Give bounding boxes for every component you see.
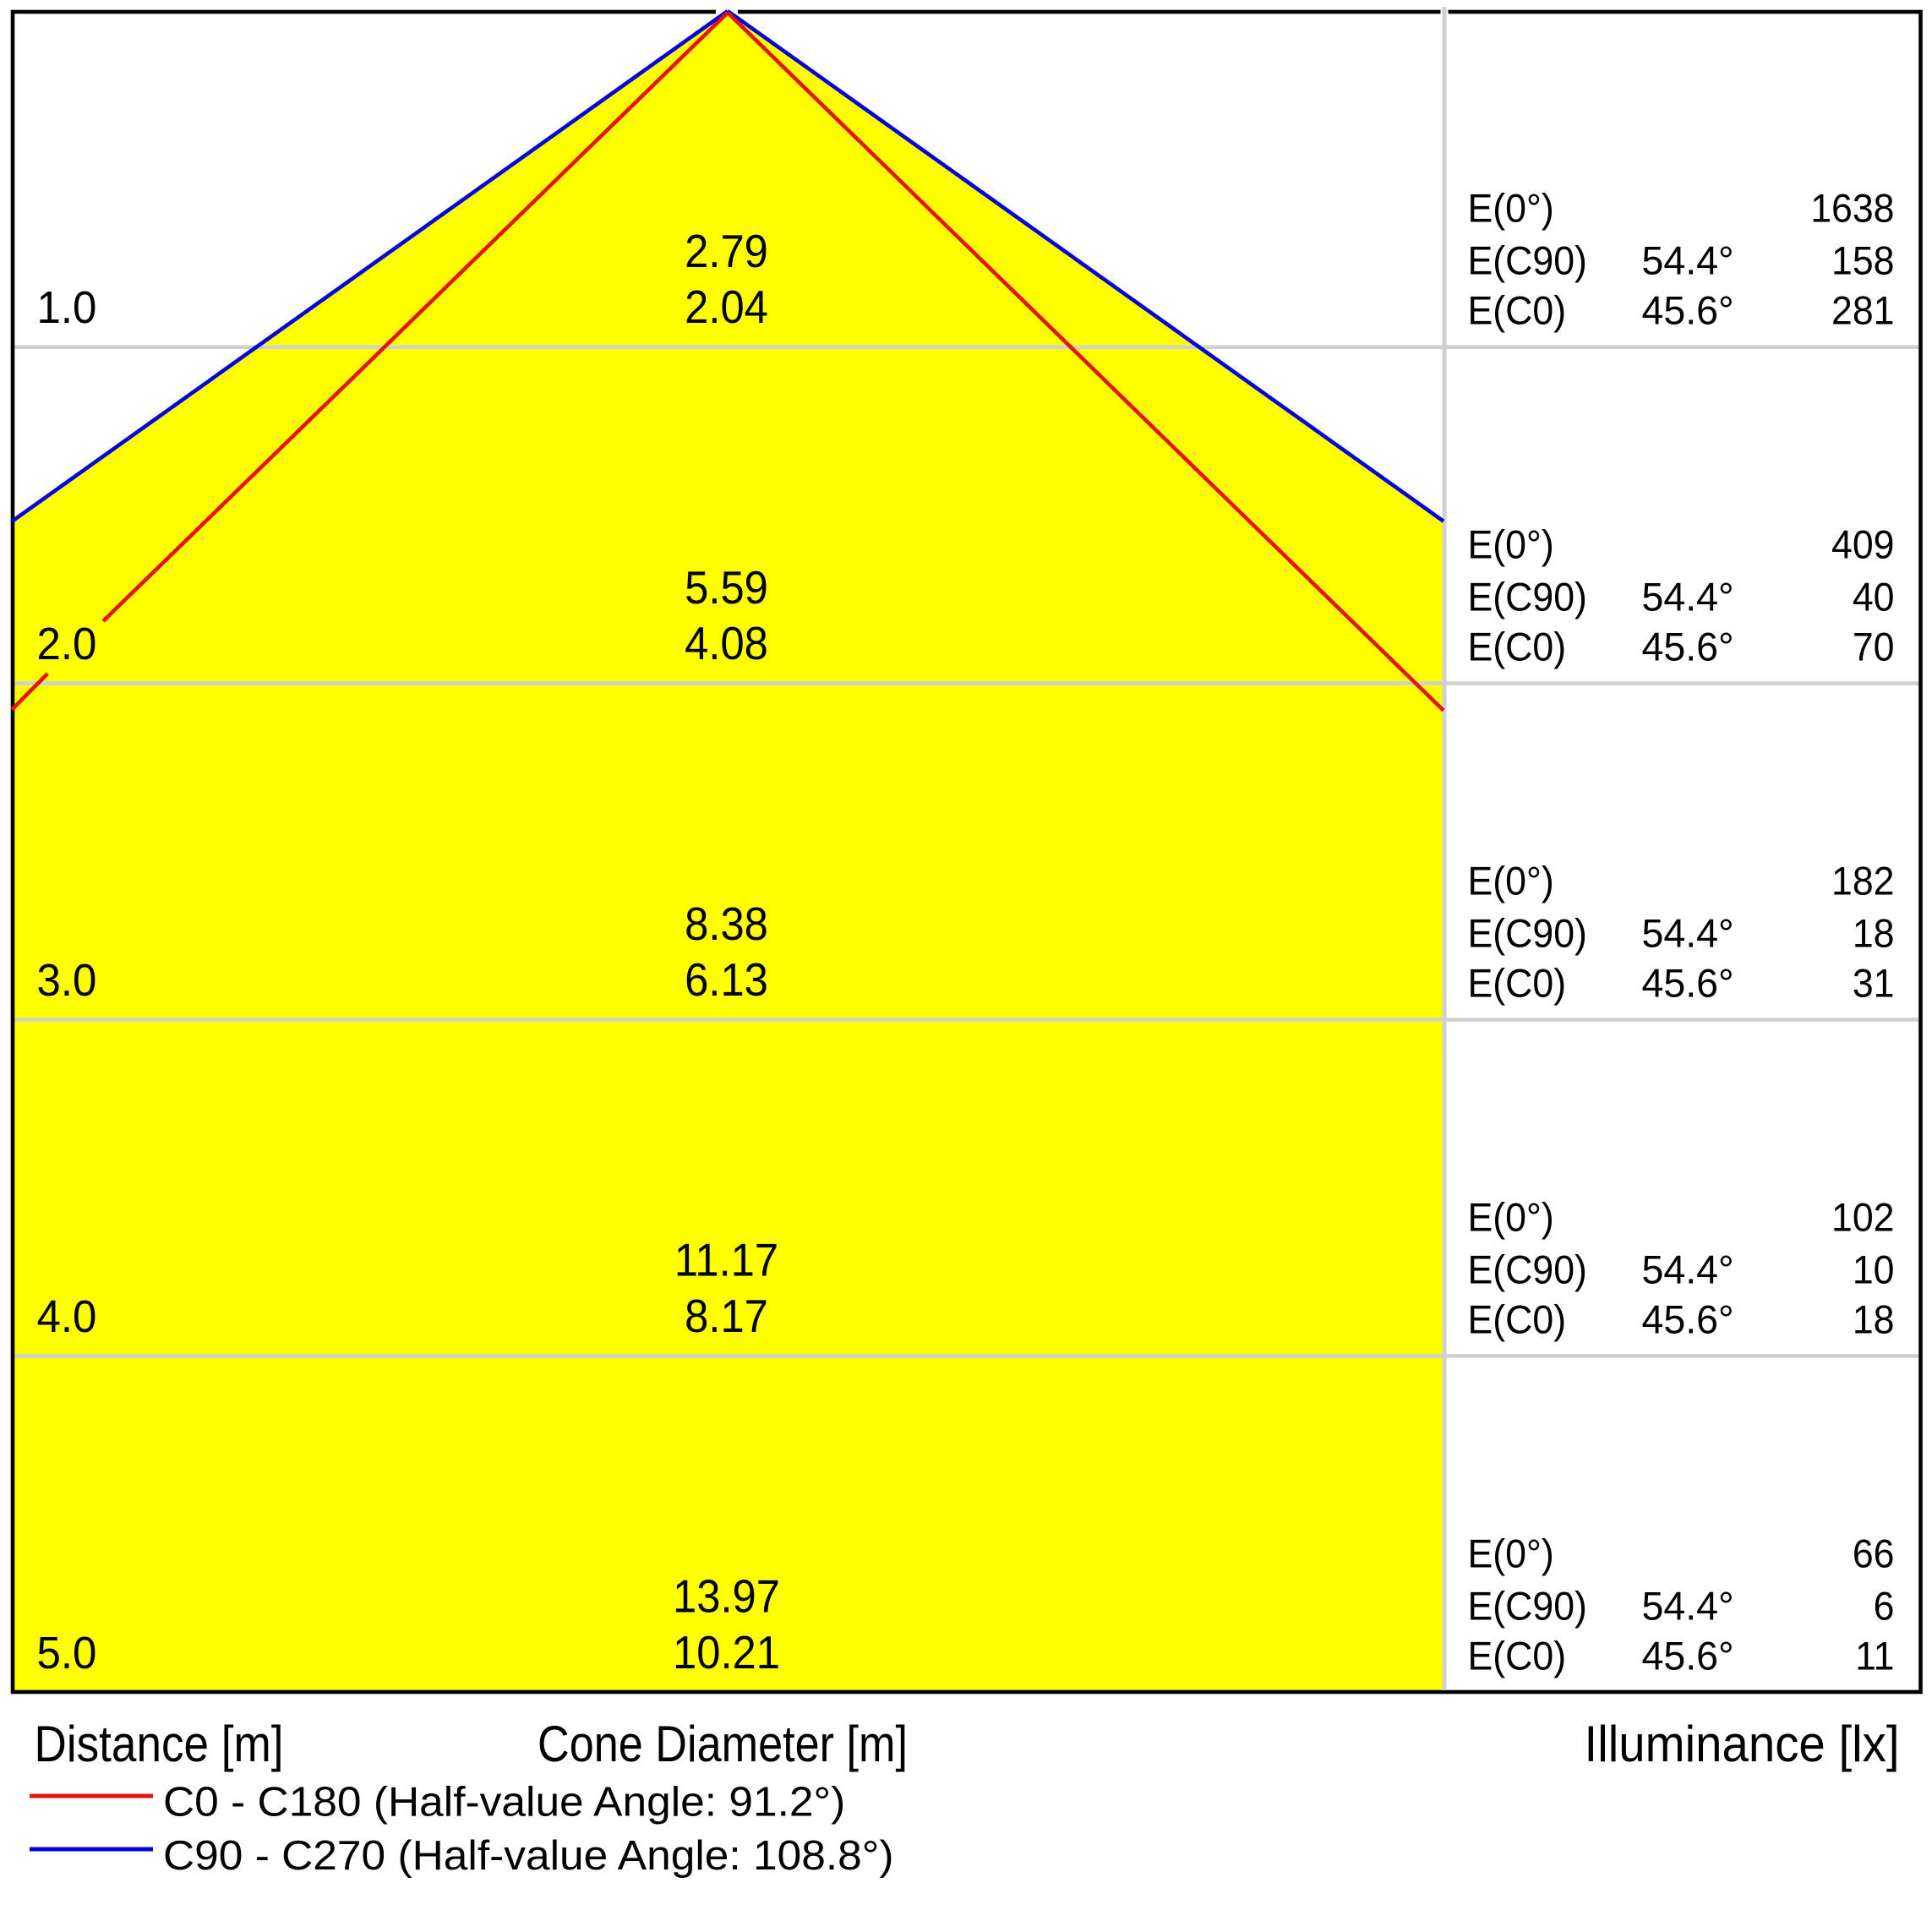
svg-text:E(C90): E(C90)	[1468, 1247, 1587, 1291]
svg-text:40: 40	[1853, 576, 1895, 619]
svg-text:45.6°: 45.6°	[1642, 961, 1734, 1005]
svg-text:54.4°: 54.4°	[1642, 1247, 1734, 1291]
svg-text:C90 - C270 (Half-value Angle:: C90 - C270 (Half-value Angle: 108.8°)	[163, 1831, 893, 1879]
svg-text:409: 409	[1831, 523, 1894, 567]
svg-text:31: 31	[1853, 961, 1895, 1005]
svg-text:E(C0): E(C0)	[1468, 625, 1567, 669]
svg-text:45.6°: 45.6°	[1642, 1297, 1734, 1341]
svg-text:E(0°): E(0°)	[1468, 523, 1554, 567]
svg-text:E(C0): E(C0)	[1468, 1297, 1567, 1341]
svg-text:4.0: 4.0	[37, 1291, 97, 1343]
svg-text:E(C90): E(C90)	[1468, 576, 1587, 619]
svg-text:8.17: 8.17	[685, 1291, 768, 1342]
svg-text:C0 - C180 (Half-value Angle: 9: C0 - C180 (Half-value Angle: 91.2°)	[163, 1777, 845, 1825]
svg-text:281: 281	[1831, 289, 1894, 333]
svg-text:54.4°: 54.4°	[1642, 575, 1734, 619]
svg-text:54.4°: 54.4°	[1642, 1584, 1734, 1628]
svg-text:158: 158	[1831, 239, 1894, 283]
svg-text:6.13: 6.13	[685, 954, 768, 1006]
svg-text:Illuminance [lx]: Illuminance [lx]	[1585, 1716, 1900, 1772]
svg-text:E(C90): E(C90)	[1468, 1584, 1587, 1628]
svg-text:E(C0): E(C0)	[1468, 961, 1567, 1005]
svg-text:54.4°: 54.4°	[1642, 238, 1734, 282]
svg-text:13.97: 13.97	[673, 1571, 780, 1623]
svg-text:1638: 1638	[1810, 187, 1894, 231]
svg-text:E(0°): E(0°)	[1468, 1195, 1554, 1239]
svg-text:45.6°: 45.6°	[1642, 625, 1734, 669]
svg-text:3.0: 3.0	[37, 955, 97, 1007]
svg-text:E(C90): E(C90)	[1468, 911, 1587, 955]
svg-text:E(C90): E(C90)	[1468, 239, 1587, 283]
svg-text:Cone Diameter [m]: Cone Diameter [m]	[538, 1716, 908, 1772]
svg-text:54.4°: 54.4°	[1642, 911, 1734, 955]
svg-text:2.04: 2.04	[685, 281, 768, 333]
svg-text:4.08: 4.08	[685, 618, 768, 669]
svg-text:18: 18	[1853, 911, 1895, 955]
svg-text:E(C0): E(C0)	[1468, 1634, 1567, 1678]
svg-text:11: 11	[1855, 1634, 1894, 1678]
svg-text:5.59: 5.59	[685, 562, 768, 614]
svg-text:10.21: 10.21	[673, 1627, 780, 1678]
svg-text:E(0°): E(0°)	[1468, 187, 1554, 231]
svg-text:8.38: 8.38	[685, 898, 768, 950]
svg-text:11.17: 11.17	[674, 1235, 778, 1286]
svg-text:Distance [m]: Distance [m]	[35, 1716, 284, 1773]
svg-text:2.0: 2.0	[37, 619, 97, 670]
svg-text:5.0: 5.0	[37, 1627, 97, 1678]
svg-text:66: 66	[1853, 1531, 1895, 1575]
svg-text:10: 10	[1853, 1247, 1895, 1291]
svg-text:6: 6	[1874, 1584, 1895, 1628]
svg-text:E(C0): E(C0)	[1468, 289, 1567, 333]
svg-text:18: 18	[1853, 1297, 1895, 1341]
svg-text:E(0°): E(0°)	[1468, 1531, 1554, 1575]
svg-text:182: 182	[1831, 859, 1894, 903]
svg-text:1.0: 1.0	[37, 282, 97, 334]
svg-text:2.79: 2.79	[685, 226, 768, 277]
svg-text:70: 70	[1853, 625, 1895, 669]
svg-text:102: 102	[1831, 1195, 1894, 1239]
svg-text:E(0°): E(0°)	[1468, 859, 1554, 903]
svg-text:45.6°: 45.6°	[1642, 1634, 1734, 1678]
svg-text:45.6°: 45.6°	[1642, 288, 1734, 332]
